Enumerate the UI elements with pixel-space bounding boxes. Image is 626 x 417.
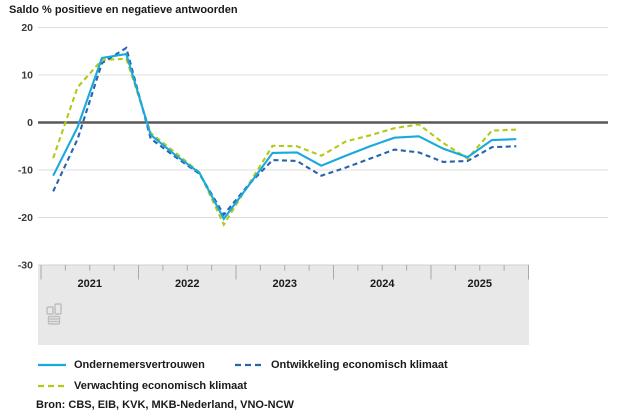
year-label[interactable]: 2024 xyxy=(370,278,395,290)
series-line-verwachting-economisch-klimaat xyxy=(52,57,517,227)
y-tick-label: -30 xyxy=(18,260,33,272)
legend-item-verwachting-economisch-klimaat: Verwachting economisch klimaat xyxy=(38,378,247,394)
legend-item-ontwikkeling-economisch-klimaat: Ontwikkeling economisch klimaat xyxy=(235,357,448,373)
cbs-logo xyxy=(46,303,62,325)
y-tick-label: -20 xyxy=(18,212,33,224)
legend-label: Verwachting economisch klimaat xyxy=(74,380,248,392)
x-axis-band xyxy=(38,265,529,345)
series-line-ondernemersvertrouwen xyxy=(52,52,517,221)
year-label[interactable]: 2025 xyxy=(468,278,492,290)
year-label[interactable]: 2021 xyxy=(78,278,102,290)
cbs-logo-c xyxy=(46,306,54,315)
cbs-logo-s xyxy=(47,315,61,325)
legend-swatch-dashed-line xyxy=(38,384,66,388)
source-note: Bron: CBS, EIB, KVK, MKB-Nederland, VNO-… xyxy=(36,399,294,411)
legend-swatch-solid-line xyxy=(38,363,66,367)
y-tick-label: 20 xyxy=(21,22,33,34)
legend-swatch-dashed-line xyxy=(235,363,263,367)
legend-label: Ondernemersvertrouwen xyxy=(74,359,205,371)
y-tick-label: 10 xyxy=(21,70,33,82)
y-tick-label: 0 xyxy=(27,117,33,129)
legend: Ondernemersvertrouwen Ontwikkeling econo… xyxy=(38,357,598,397)
chart-title: Saldo % positieve en negatieve antwoorde… xyxy=(9,4,238,16)
year-label[interactable]: 2023 xyxy=(273,278,297,290)
cbs-logo-b xyxy=(54,303,62,315)
y-tick-label: -10 xyxy=(18,165,33,177)
legend-item-ondernemersvertrouwen: Ondernemersvertrouwen xyxy=(38,357,205,373)
legend-label: Ontwikkeling economisch klimaat xyxy=(271,359,448,371)
series-line-ontwikkeling-economisch-klimaat xyxy=(52,46,517,217)
chart-svg: 20 10 0 -10 -20 -30 2021 2022 2023 2024 2025 xyxy=(18,22,608,345)
year-label[interactable]: 2022 xyxy=(175,278,199,290)
